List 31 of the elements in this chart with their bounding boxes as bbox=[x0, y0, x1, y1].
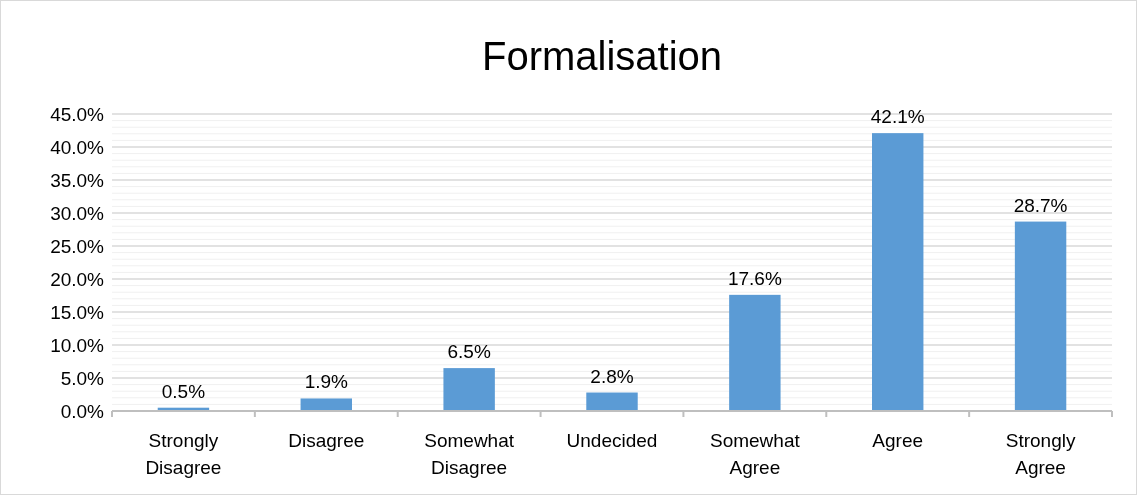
x-tick-label: Somewhat Disagree bbox=[424, 430, 515, 478]
y-tick-label: 25.0% bbox=[50, 235, 105, 257]
data-label: 6.5% bbox=[447, 341, 491, 363]
data-label: 1.9% bbox=[304, 371, 349, 393]
y-tick-label: 5.0% bbox=[60, 367, 105, 389]
x-tick-label: Disagree bbox=[288, 430, 365, 451]
data-label: 17.6% bbox=[727, 267, 782, 289]
x-tick-label: Strongly Disagree bbox=[145, 430, 222, 478]
chart-title: Formalisation bbox=[481, 34, 723, 78]
y-tick-label: 45.0% bbox=[50, 103, 105, 125]
y-tick-label: 0.0% bbox=[60, 400, 105, 422]
data-label: 28.7% bbox=[1013, 194, 1068, 216]
data-label: 2.8% bbox=[590, 365, 634, 387]
y-tick-label: 15.0% bbox=[50, 301, 105, 323]
bar bbox=[586, 392, 638, 411]
bar bbox=[1014, 221, 1067, 411]
y-tick-label: 40.0% bbox=[50, 136, 105, 158]
bar bbox=[872, 133, 924, 411]
y-tick-label: 20.0% bbox=[50, 268, 105, 290]
y-tick-label: 10.0% bbox=[50, 334, 105, 356]
x-tick-label: Somewhat Agree bbox=[709, 430, 801, 478]
x-tick-label: Agree bbox=[872, 430, 924, 451]
bar bbox=[300, 398, 352, 411]
bar bbox=[729, 294, 781, 411]
x-tick-label: Undecided bbox=[566, 430, 658, 451]
x-tick-label: Strongly Agree bbox=[1005, 430, 1076, 478]
bar bbox=[443, 368, 495, 411]
data-label: 0.5% bbox=[161, 380, 206, 402]
y-tick-label: 30.0% bbox=[50, 202, 105, 224]
data-label: 42.1% bbox=[870, 106, 925, 128]
y-tick-label: 35.0% bbox=[50, 169, 105, 191]
